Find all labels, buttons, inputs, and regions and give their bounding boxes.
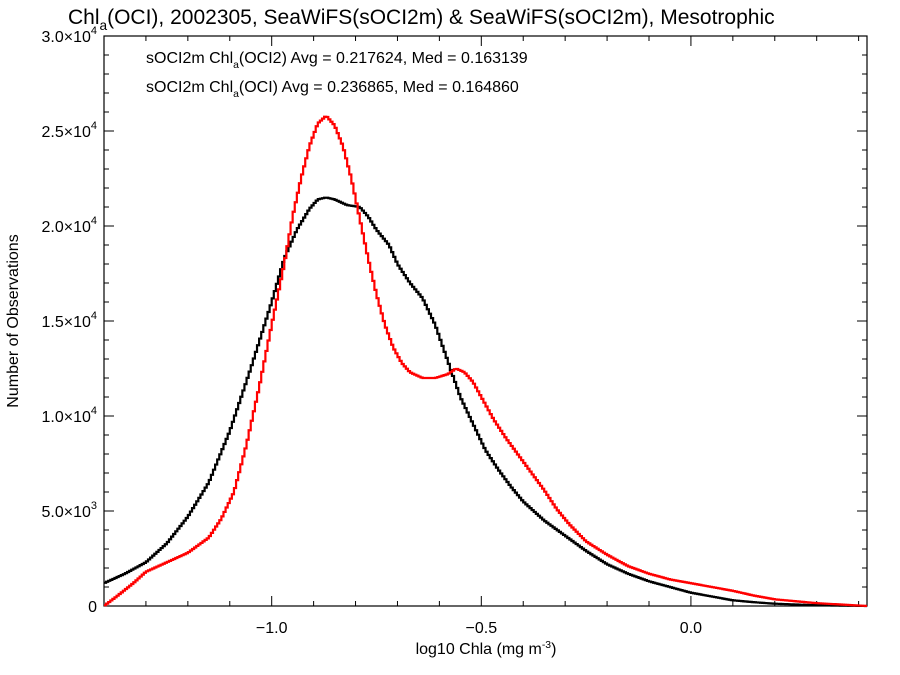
series-oci-histogram bbox=[104, 115, 867, 608]
x-tick-labels: −1.0 −0.5 0.0 bbox=[256, 620, 702, 637]
chart-title: Chla(OCI), 2002305, SeaWiFS(sOCI2m) & Se… bbox=[68, 6, 775, 33]
x-axis-label: log10 Chla (mg m-3) bbox=[416, 640, 557, 658]
y-tick-label: 5.0×103 bbox=[41, 500, 97, 521]
y-tick-label: 2.5×104 bbox=[41, 120, 97, 141]
x-tick-label: 0.0 bbox=[680, 620, 702, 637]
y-tick-label: 0 bbox=[88, 599, 97, 616]
series-lines bbox=[104, 115, 867, 608]
x-tick-label: −1.0 bbox=[256, 620, 288, 637]
y-tick-label: 1.5×104 bbox=[41, 310, 97, 331]
legend: sOCI2m Chla(OCI2) Avg = 0.217624, Med = … bbox=[146, 50, 528, 100]
y-tick-label: 2.0×104 bbox=[41, 215, 97, 236]
series-oci2-histogram bbox=[104, 196, 867, 608]
y-tick-labels: 0 5.0×103 1.0×104 1.5×104 2.0×104 2.5×104 3.0×… bbox=[41, 25, 97, 616]
y-axis-label: Number of Observations bbox=[5, 234, 22, 407]
y-tick-label: 3.0×104 bbox=[41, 25, 97, 46]
legend-entry-ocI2: sOCI2m Chla(OCI2) Avg = 0.217624, Med = … bbox=[146, 50, 528, 71]
x-tick-label: −0.5 bbox=[466, 620, 498, 637]
legend-entry-oci: sOCI2m Chla(OCI) Avg = 0.236865, Med = 0… bbox=[146, 79, 519, 100]
y-tick-label: 1.0×104 bbox=[41, 405, 97, 426]
